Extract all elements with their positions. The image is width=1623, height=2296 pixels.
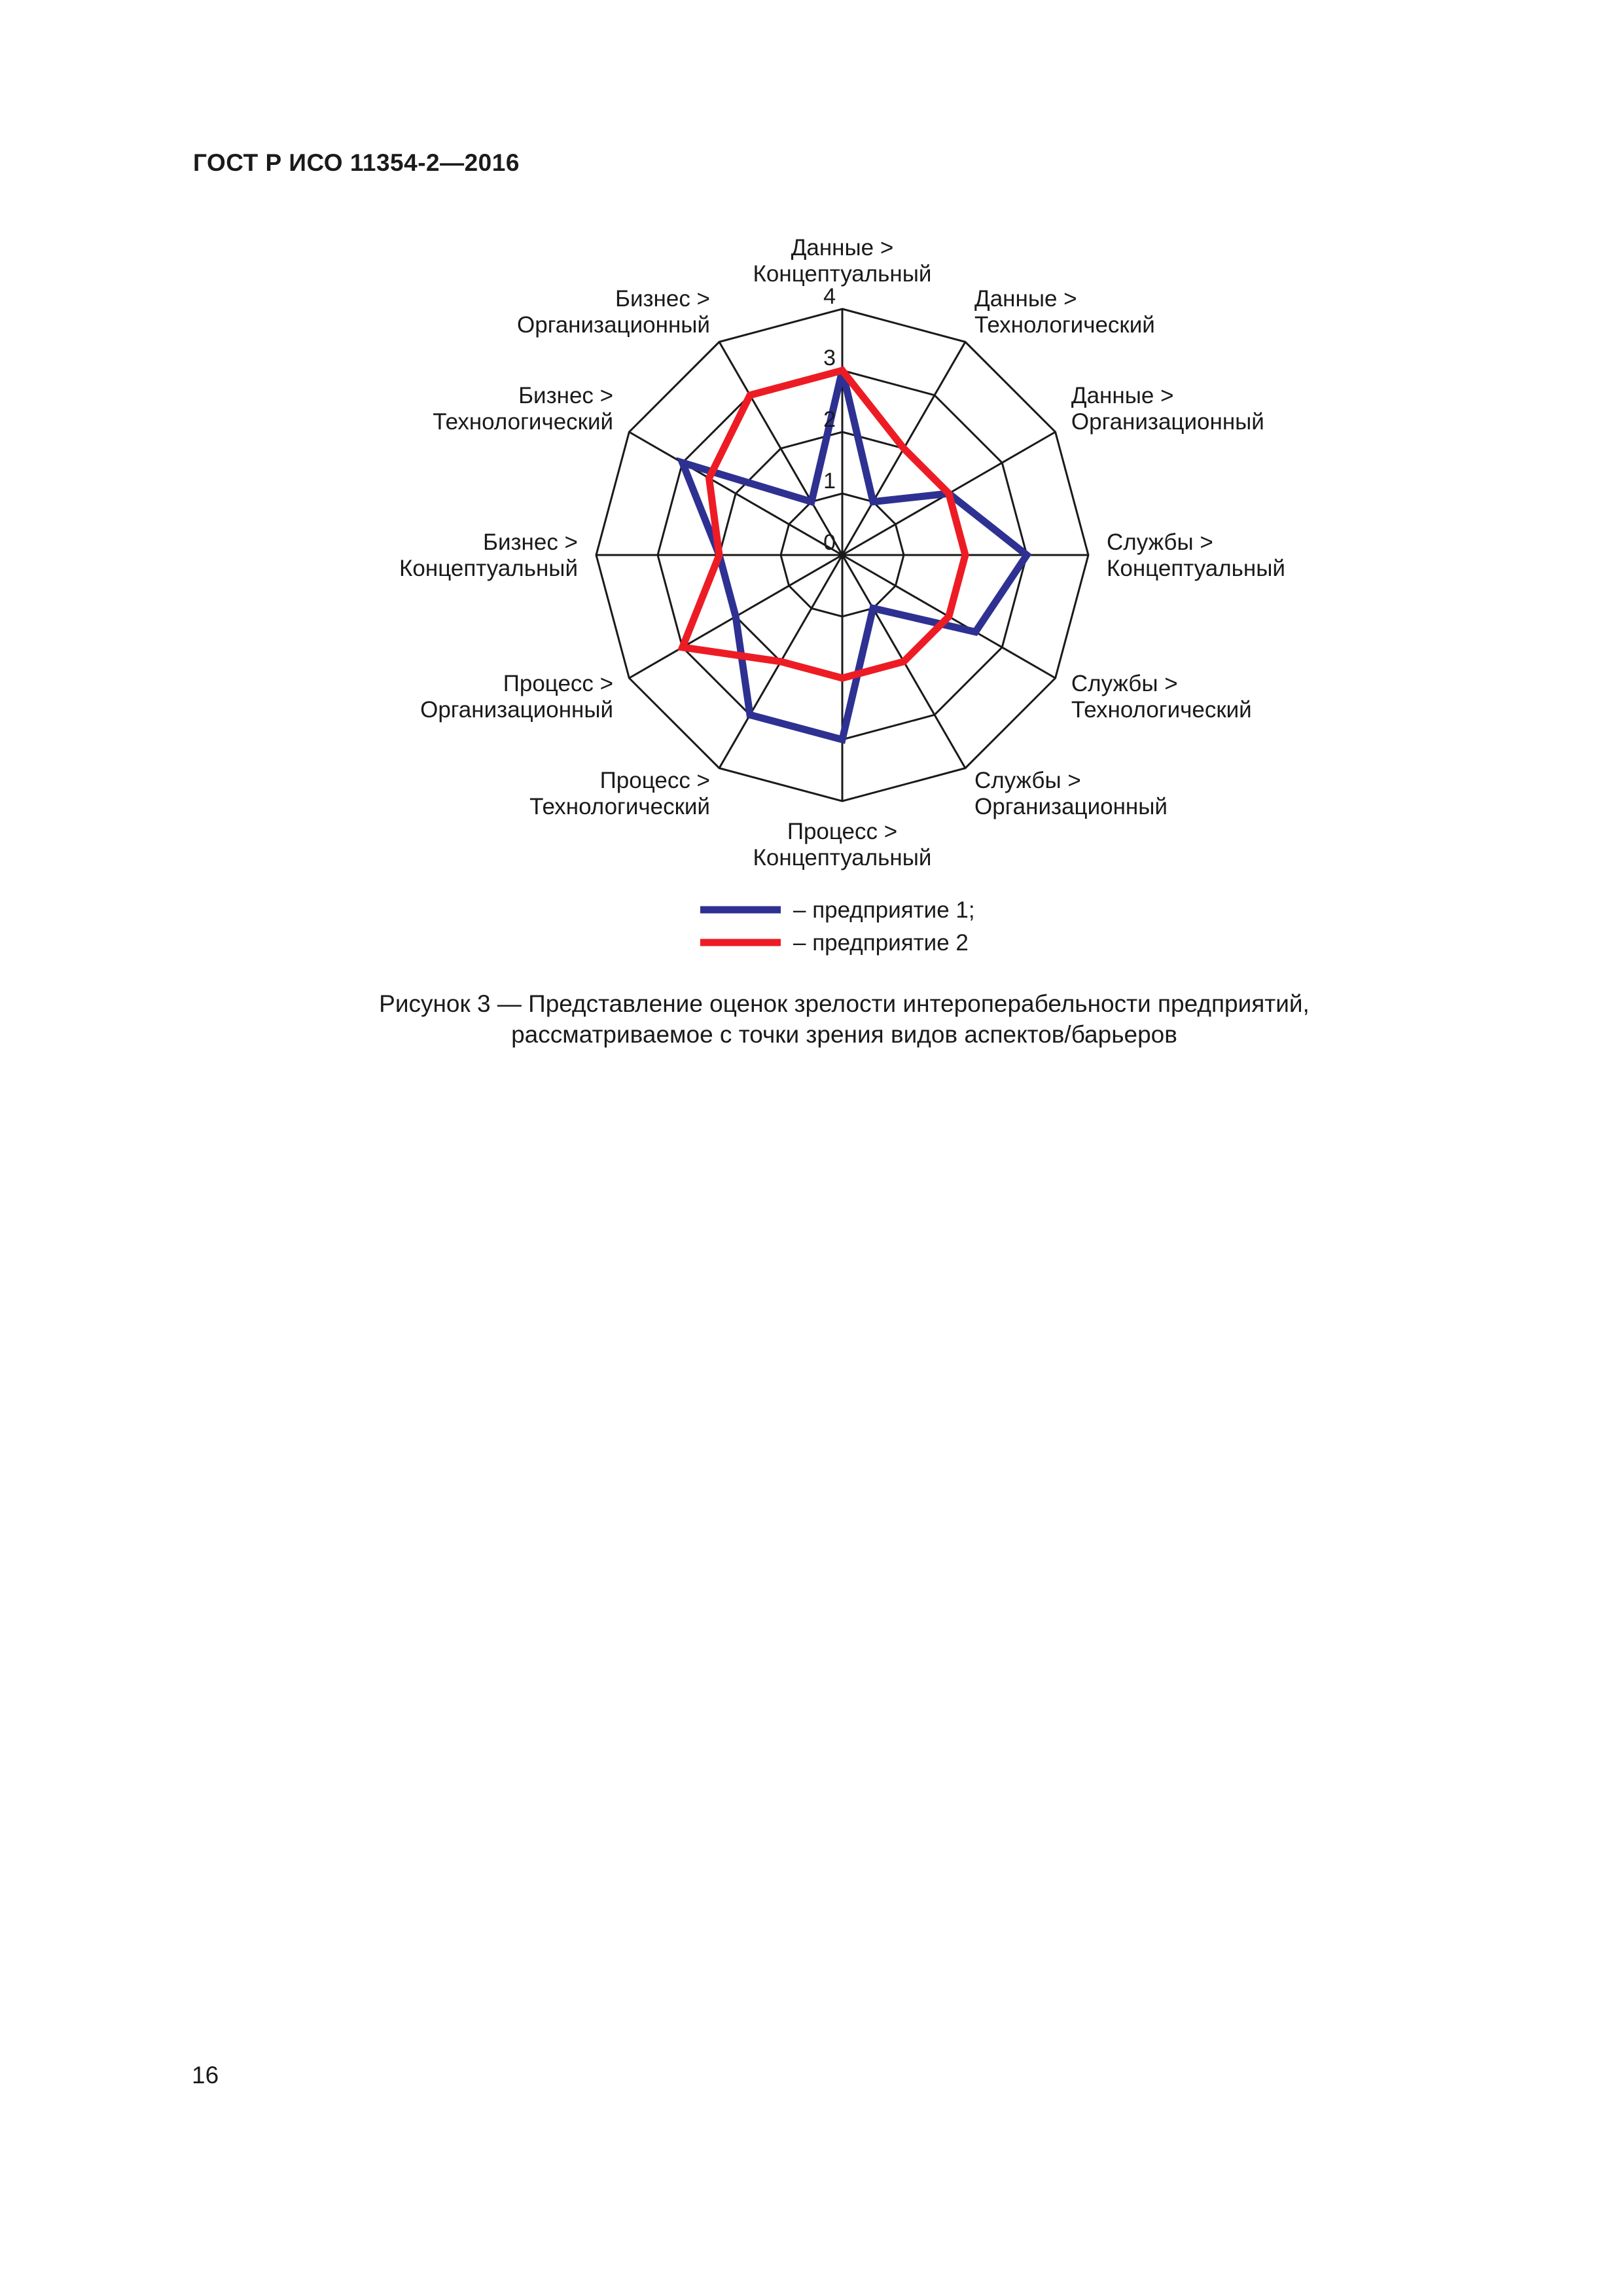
axis-label-9-line-1: Процесс > xyxy=(503,671,613,696)
tick-label-1: 1 xyxy=(823,469,836,493)
chart-ticks: 0 1 2 3 4 xyxy=(823,284,836,555)
axis-label-9: Процесс > Организационный xyxy=(420,671,613,723)
axis-label-10: Бизнес > Концептуальный xyxy=(399,529,578,581)
axis-label-11-line-1: Бизнес > xyxy=(518,383,613,408)
axis-label-4-line-2: Концептуальный xyxy=(1107,556,1285,581)
tick-label-0: 0 xyxy=(823,530,836,555)
figure-caption-line-2: рассматриваемое с точки зрения видов асп… xyxy=(511,1021,1177,1048)
axis-label-6-line-1: Службы > xyxy=(974,768,1081,793)
chart-series xyxy=(676,366,1032,744)
axis-label-8-line-1: Процесс > xyxy=(600,768,710,793)
axis-label-11-line-2: Технологический xyxy=(433,409,613,435)
chart-legend: – предприятие 1; – предприятие 2 xyxy=(700,897,975,956)
axis-label-7: Процесс > Концептуальный xyxy=(753,819,932,870)
axis-label-8: Процесс > Технологический xyxy=(529,768,710,819)
axis-label-2: Данные > Технологический xyxy=(974,286,1155,338)
series-line-2 xyxy=(677,366,969,682)
axis-label-2-line-1: Данные > xyxy=(974,286,1077,312)
figure-caption: Рисунок 3 — Представление оценок зрелост… xyxy=(288,988,1400,1050)
axis-label-6: Службы > Организационный xyxy=(974,768,1168,819)
axis-label-7-line-1: Процесс > xyxy=(787,819,897,844)
grid-spoke-12 xyxy=(718,341,844,556)
axis-label-5-line-2: Технологический xyxy=(1071,697,1252,723)
tick-label-2: 2 xyxy=(823,407,836,432)
axis-label-5-line-1: Службы > xyxy=(1071,671,1178,696)
axis-label-1-line-1: Данные > xyxy=(791,235,894,260)
axis-label-2-line-2: Технологический xyxy=(974,312,1155,338)
figure-caption-line-1: Рисунок 3 — Представление оценок зрелост… xyxy=(379,990,1310,1017)
axis-label-12: Бизнес > Организационный xyxy=(517,286,710,338)
axis-label-12-line-2: Организационный xyxy=(517,312,710,338)
axis-label-5: Службы > Технологический xyxy=(1071,671,1252,723)
axis-label-6-line-2: Организационный xyxy=(974,794,1168,819)
axis-label-4: Службы > Концептуальный xyxy=(1107,529,1285,581)
axis-label-1-line-2: Концептуальный xyxy=(753,261,932,287)
axis-label-8-line-2: Технологический xyxy=(529,794,710,819)
axis-label-11: Бизнес > Технологический xyxy=(433,383,613,435)
tick-label-3: 3 xyxy=(823,346,836,370)
axis-label-10-line-2: Концептуальный xyxy=(399,556,578,581)
axis-label-3-line-2: Организационный xyxy=(1071,409,1264,435)
axis-label-7-line-2: Концептуальный xyxy=(753,845,932,870)
axis-label-4-line-1: Службы > xyxy=(1107,529,1213,555)
tick-label-4: 4 xyxy=(823,284,836,309)
document-header: ГОСТ Р ИСО 11354-2—2016 xyxy=(193,149,520,176)
axis-label-12-line-1: Бизнес > xyxy=(615,286,710,312)
axis-label-9-line-2: Организационный xyxy=(420,697,613,723)
axis-label-3: Данные > Организационный xyxy=(1071,383,1264,435)
page-number: 16 xyxy=(192,2062,219,2089)
legend-label-2: – предприятие 2 xyxy=(793,930,969,956)
legend-label-1: – предприятие 1; xyxy=(793,897,975,923)
grid-spoke-11 xyxy=(628,431,843,556)
axis-label-1: Данные > Концептуальный xyxy=(753,235,932,287)
axis-label-3-line-1: Данные > xyxy=(1071,383,1174,408)
axis-label-10-line-1: Бизнес > xyxy=(483,529,578,555)
